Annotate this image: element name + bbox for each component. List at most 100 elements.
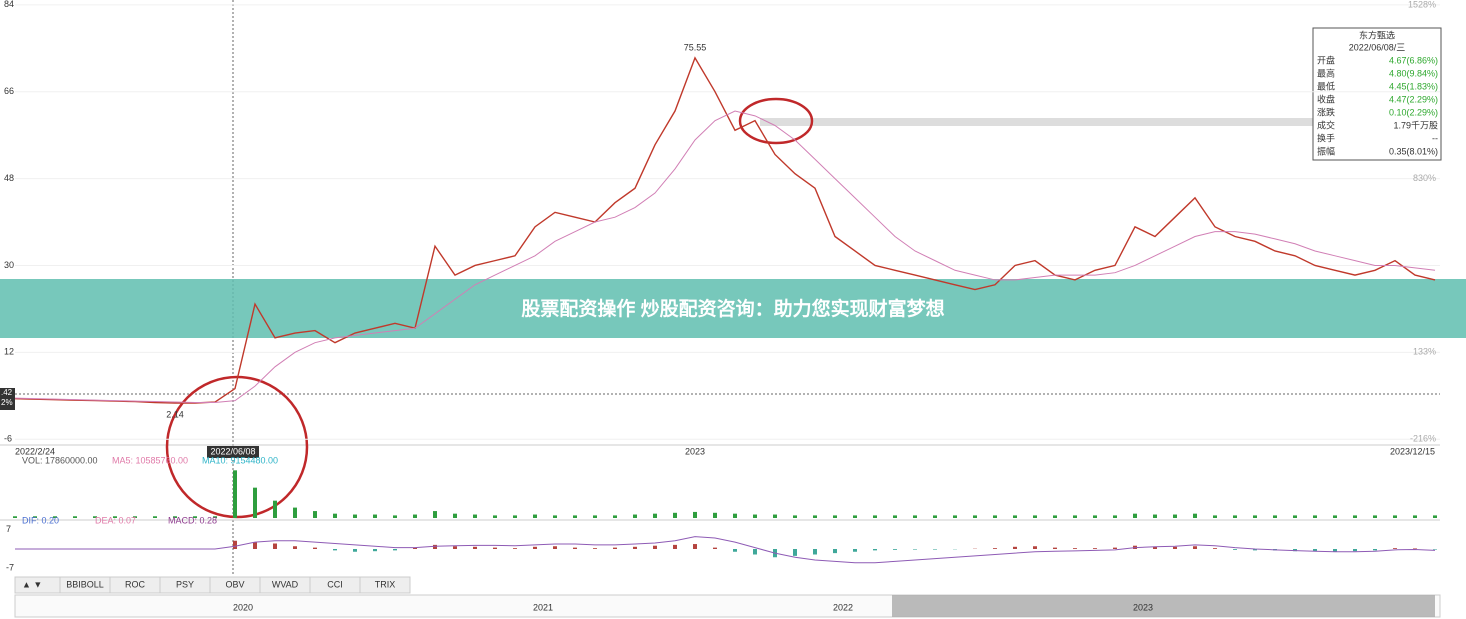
info-label: 收盘 (1317, 93, 1335, 104)
volume-bar (333, 513, 337, 518)
volume-bar (1373, 515, 1377, 518)
macd-bar (653, 545, 657, 549)
volume-bar (1393, 515, 1397, 518)
tab-label[interactable]: TRIX (375, 579, 396, 589)
volume-bar (773, 514, 777, 518)
macd-bar (1153, 546, 1157, 549)
macd-bar (1333, 549, 1337, 552)
tab-label[interactable]: CCI (327, 579, 343, 589)
macd-legend: DEA: 0.07 (95, 515, 136, 525)
volume-bar (1313, 515, 1317, 518)
volume-bar (493, 515, 497, 518)
volume-bar (1293, 515, 1297, 518)
info-value: 4.67(6.86%) (1389, 55, 1438, 65)
crosshair-label: 2% (1, 398, 13, 407)
tab-label[interactable]: WVAD (272, 579, 299, 589)
volume-bar (293, 507, 297, 518)
volume-bar (1213, 515, 1217, 518)
macd-bar (933, 549, 937, 550)
volume-bar (1413, 515, 1417, 518)
volume-bar (973, 515, 977, 518)
crosshair-label: .42 (1, 388, 13, 397)
macd-bar (393, 549, 397, 551)
volume-bar (133, 516, 137, 518)
macd-bar (633, 546, 637, 549)
y-tick-label: 84 (4, 0, 14, 9)
volume-bar (1033, 515, 1037, 518)
volume-bar (113, 516, 117, 518)
volume-bar (233, 470, 237, 518)
volume-bar (153, 516, 157, 518)
y2-tick-label: 1528% (1408, 0, 1436, 9)
macd-bar (1433, 549, 1437, 550)
macd-bar (1313, 549, 1317, 552)
macd-bar (1053, 547, 1057, 549)
info-value: 1.79千万股 (1393, 120, 1438, 130)
macd-bar (253, 542, 257, 549)
macd-bar (833, 549, 837, 554)
volume-bar (533, 514, 537, 518)
macd-bar (893, 549, 897, 550)
volume-bar (273, 500, 277, 518)
macd-bar (1093, 548, 1097, 549)
tab-label[interactable]: ROC (125, 579, 146, 589)
macd-tick-label: -7 (6, 563, 14, 573)
info-label: 最高 (1317, 67, 1335, 78)
tab-label[interactable]: OBV (225, 579, 244, 589)
macd-bar (813, 549, 817, 555)
tab-label[interactable]: PSY (176, 579, 194, 589)
volume-bar (1173, 514, 1177, 518)
y-tick-label: 48 (4, 173, 14, 183)
hand-circle (738, 97, 814, 145)
y-tick-label: 30 (4, 260, 14, 270)
macd-bar (413, 547, 417, 549)
volume-bar (1013, 515, 1017, 518)
y-tick-label: -6 (4, 434, 12, 444)
volume-bar (613, 515, 617, 518)
macd-bar (1073, 548, 1077, 549)
banner-text: 股票配资操作 炒股配资咨询：助力您实现财富梦想 (521, 297, 944, 320)
macd-bar (993, 548, 997, 549)
macd-bar (1033, 546, 1037, 549)
macd-bar (453, 546, 457, 549)
macd-bar (373, 549, 377, 552)
crosshair-box (0, 388, 15, 410)
info-value: 0.35(8.01%) (1389, 146, 1438, 156)
volume-bar (1253, 515, 1257, 518)
info-date: 2022/06/08/三 (1349, 42, 1406, 52)
volume-bar (833, 515, 837, 518)
volume-bar (433, 511, 437, 518)
volume-bar (853, 515, 857, 518)
volume-bar (1073, 515, 1077, 518)
navigator-year: 2023 (1133, 602, 1153, 612)
macd-bar (513, 548, 517, 549)
tab-label[interactable]: BBIBOLL (66, 579, 104, 589)
volume-bar (453, 513, 457, 518)
macd-bar (313, 547, 317, 549)
volume-bar (733, 513, 737, 518)
macd-bar (1173, 546, 1177, 549)
macd-bar (853, 549, 857, 552)
macd-bar (1353, 549, 1357, 552)
tab[interactable] (359, 576, 411, 594)
crosshair-date: 2022/06/08 (210, 446, 255, 456)
info-label: 成交 (1317, 119, 1335, 130)
volume-bar (1153, 514, 1157, 518)
macd-bar (1213, 548, 1217, 549)
info-label: 最低 (1317, 80, 1335, 91)
y-tick-label: 12 (4, 347, 14, 357)
macd-bar (1373, 549, 1377, 551)
macd-bar (753, 549, 757, 555)
macd-bar (493, 547, 497, 549)
volume-bar (953, 515, 957, 518)
navigator-window[interactable] (892, 595, 1435, 617)
macd-bar (273, 543, 277, 549)
volume-bar (713, 512, 717, 518)
info-value: -- (1432, 133, 1438, 143)
volume-bar (893, 515, 897, 518)
volume-bar (793, 515, 797, 518)
tab-arrow[interactable]: ▲ ▼ (22, 579, 42, 589)
volume-bar (213, 516, 217, 518)
